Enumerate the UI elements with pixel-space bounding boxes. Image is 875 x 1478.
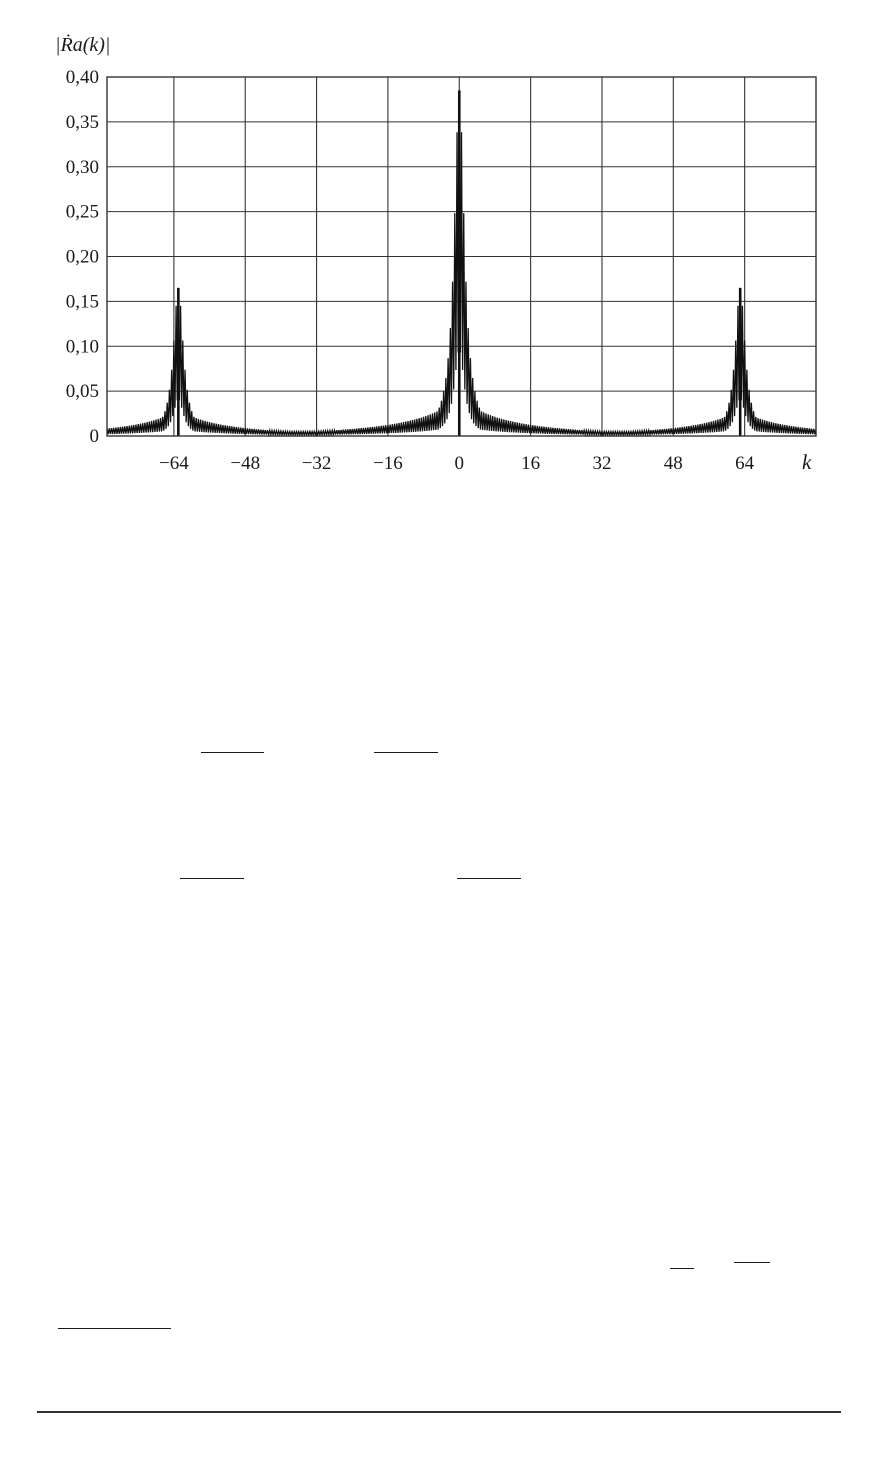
y-tick-labels: 0 0,05 0,10 0,15 0,20 0,25 0,30 0,35 0,40: [66, 67, 99, 447]
footnote-rule: [58, 1328, 171, 1329]
x-tick-label: −32: [302, 453, 332, 474]
fraction-rule: [457, 878, 521, 879]
y-tick-label: 0: [90, 426, 100, 447]
y-tick-label: 0,15: [66, 291, 99, 312]
fraction-rule: [180, 878, 244, 879]
y-tick-label: 0,25: [66, 202, 99, 223]
chart: 0 0,05 0,10 0,15 0,20 0,25 0,30 0,35 0,40 −64 −48…: [55, 33, 817, 474]
x-axis-label: k: [802, 450, 812, 474]
page-footer-rule: [37, 1411, 841, 1413]
x-tick-label: −48: [230, 453, 260, 474]
y-tick-label: 0,05: [66, 381, 99, 402]
fraction-rule: [374, 752, 438, 753]
y-tick-label: 0,40: [66, 67, 99, 88]
x-tick-label: 64: [735, 453, 755, 474]
series-line: [106, 90, 817, 438]
x-tick-label: 0: [455, 453, 465, 474]
y-tick-label: 0,10: [66, 336, 99, 357]
fraction-rule: [201, 752, 264, 753]
x-tick-label: 48: [664, 453, 683, 474]
y-axis-label: |Ṙa(k)|: [55, 33, 110, 56]
plot-frame: [106, 76, 817, 437]
fraction-rule: [670, 1268, 694, 1269]
x-tick-label: −64: [159, 453, 189, 474]
plot-border: [106, 76, 817, 437]
y-tick-label: 0,35: [66, 112, 99, 133]
x-tick-label: 32: [592, 453, 611, 474]
y-tick-label: 0,30: [66, 157, 99, 178]
fraction-rule: [734, 1262, 770, 1263]
x-tick-labels: −64 −48 −32 −16 0 16 32 48 64: [159, 453, 755, 474]
series-path: [106, 90, 817, 438]
x-tick-label: 16: [521, 453, 540, 474]
x-tick-label: −16: [373, 453, 403, 474]
y-tick-label: 0,20: [66, 247, 99, 268]
